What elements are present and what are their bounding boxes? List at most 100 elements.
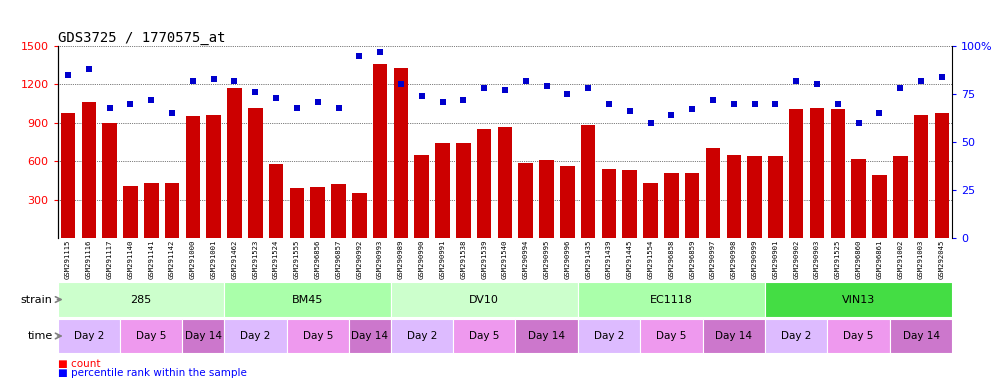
- Point: [351, 53, 367, 59]
- Point: [414, 93, 429, 99]
- Bar: [747, 156, 761, 238]
- Bar: [640, 319, 703, 353]
- Point: [560, 91, 576, 97]
- Text: Day 5: Day 5: [656, 331, 687, 341]
- Bar: [706, 149, 721, 238]
- Bar: [165, 183, 179, 238]
- Bar: [540, 160, 554, 238]
- Bar: [515, 319, 578, 353]
- Text: Day 14: Day 14: [351, 331, 389, 341]
- Text: Day 2: Day 2: [241, 331, 270, 341]
- Bar: [827, 319, 890, 353]
- Bar: [913, 115, 928, 238]
- Bar: [872, 175, 887, 238]
- Bar: [224, 319, 286, 353]
- Bar: [120, 319, 183, 353]
- Point: [893, 85, 909, 91]
- Text: Day 2: Day 2: [781, 331, 811, 341]
- Bar: [498, 127, 512, 238]
- Point: [434, 99, 450, 105]
- Text: GDS3725 / 1770575_at: GDS3725 / 1770575_at: [58, 31, 226, 45]
- Bar: [248, 108, 262, 238]
- Bar: [765, 282, 952, 317]
- Bar: [310, 187, 325, 238]
- Bar: [391, 282, 578, 317]
- Text: ■ count: ■ count: [58, 359, 100, 369]
- Bar: [893, 156, 908, 238]
- Point: [663, 112, 679, 118]
- Point: [643, 120, 659, 126]
- Point: [455, 97, 471, 103]
- Bar: [519, 162, 533, 238]
- Point: [830, 101, 846, 107]
- Text: Day 2: Day 2: [593, 331, 624, 341]
- Text: BM45: BM45: [291, 295, 323, 305]
- Bar: [349, 319, 391, 353]
- Bar: [934, 113, 949, 238]
- Bar: [414, 155, 429, 238]
- Point: [851, 120, 867, 126]
- Bar: [228, 88, 242, 238]
- Text: Day 2: Day 2: [407, 331, 437, 341]
- Point: [809, 81, 825, 88]
- Bar: [768, 156, 782, 238]
- Bar: [810, 108, 824, 238]
- Text: Day 5: Day 5: [136, 331, 166, 341]
- Point: [81, 66, 96, 72]
- Bar: [622, 170, 637, 238]
- Point: [268, 95, 284, 101]
- Bar: [685, 173, 700, 238]
- Point: [101, 104, 117, 111]
- Text: Day 14: Day 14: [185, 331, 222, 341]
- Bar: [765, 319, 827, 353]
- Bar: [144, 183, 159, 238]
- Bar: [851, 159, 866, 238]
- Bar: [664, 173, 679, 238]
- Text: DV10: DV10: [469, 295, 499, 305]
- Bar: [703, 319, 765, 353]
- Bar: [207, 115, 221, 238]
- Point: [310, 99, 326, 105]
- Text: VIN13: VIN13: [842, 295, 876, 305]
- Bar: [123, 185, 138, 238]
- Text: ■ percentile rank within the sample: ■ percentile rank within the sample: [58, 368, 247, 378]
- Bar: [578, 282, 765, 317]
- Bar: [435, 143, 450, 238]
- Bar: [331, 184, 346, 238]
- Text: Day 5: Day 5: [302, 331, 333, 341]
- Bar: [831, 109, 845, 238]
- Bar: [224, 282, 391, 317]
- Point: [164, 110, 180, 116]
- Point: [60, 72, 76, 78]
- Text: Day 2: Day 2: [74, 331, 104, 341]
- Bar: [453, 319, 515, 353]
- Point: [580, 85, 596, 91]
- Point: [767, 101, 783, 107]
- Point: [122, 101, 138, 107]
- Point: [206, 76, 222, 82]
- Point: [726, 101, 742, 107]
- Bar: [352, 193, 367, 238]
- Point: [372, 49, 388, 55]
- Point: [539, 83, 555, 89]
- Text: Day 14: Day 14: [903, 331, 939, 341]
- Point: [622, 108, 638, 114]
- Point: [913, 78, 929, 84]
- Bar: [61, 113, 76, 238]
- Bar: [789, 109, 803, 238]
- Bar: [82, 103, 96, 238]
- Point: [248, 89, 263, 95]
- Bar: [289, 188, 304, 238]
- Point: [705, 97, 721, 103]
- Bar: [560, 166, 575, 238]
- Bar: [186, 116, 200, 238]
- Point: [227, 78, 243, 84]
- Bar: [578, 319, 640, 353]
- Bar: [580, 126, 595, 238]
- Bar: [643, 183, 658, 238]
- Point: [289, 104, 305, 111]
- Bar: [58, 282, 224, 317]
- Text: Day 5: Day 5: [469, 331, 499, 341]
- Point: [788, 78, 804, 84]
- Point: [143, 97, 159, 103]
